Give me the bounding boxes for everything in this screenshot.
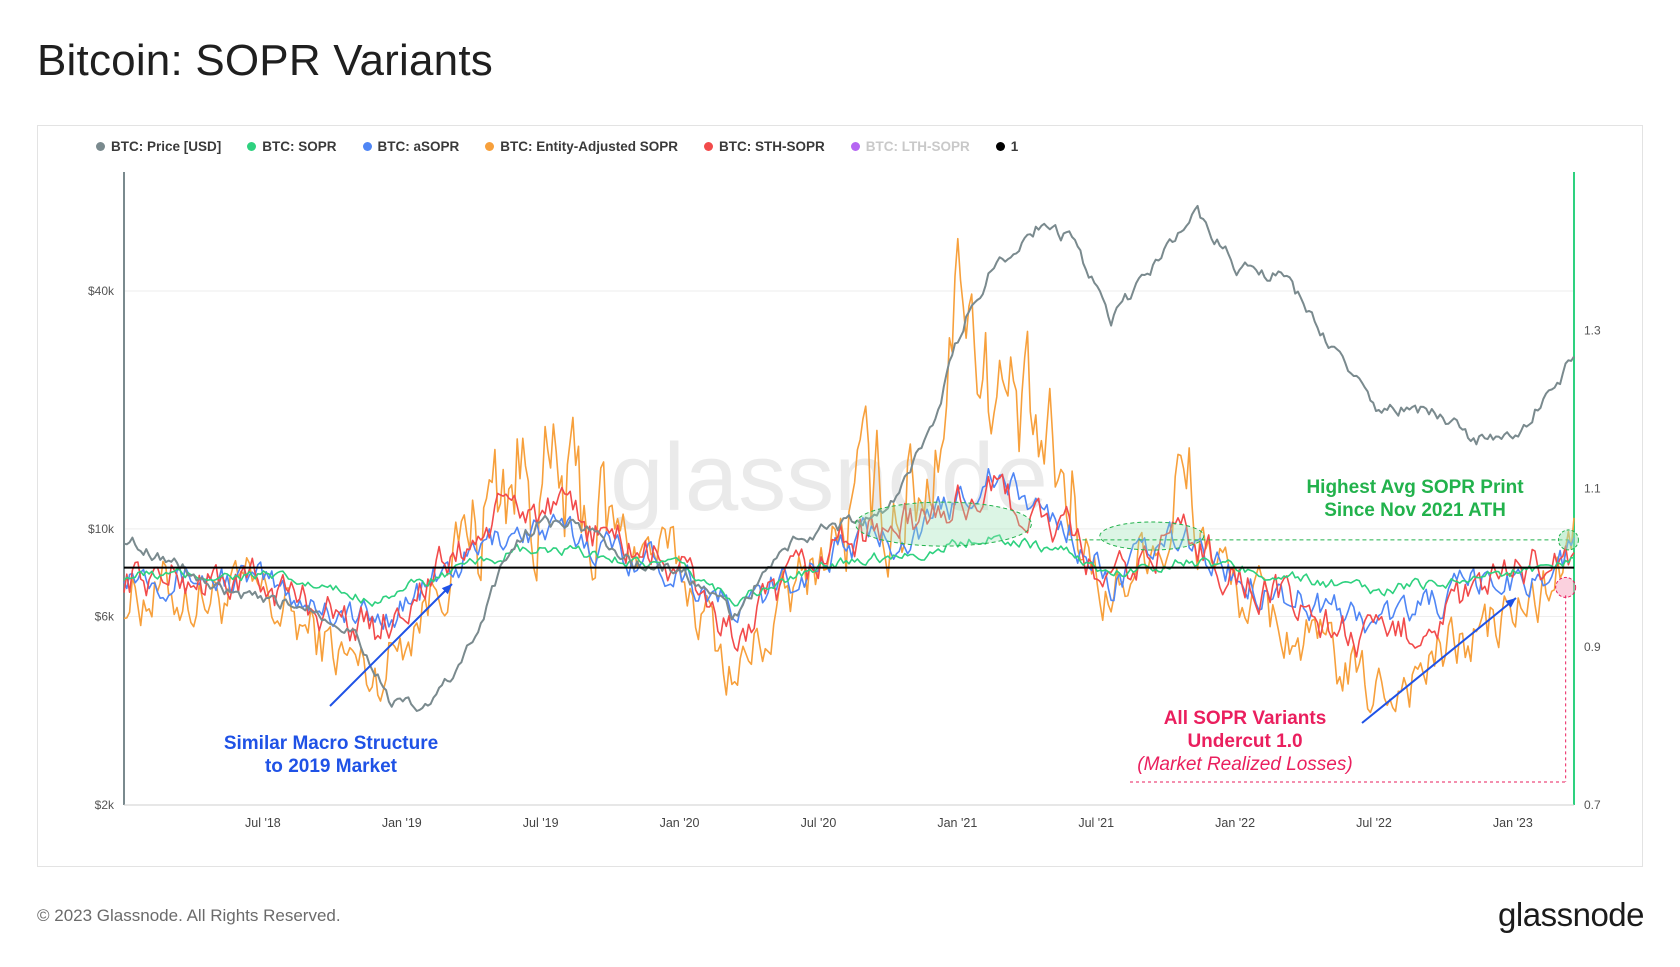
series-line-btc-price-usd- [123,204,1575,712]
x-tick-label: Jul '20 [801,816,837,830]
legend-label-entity-sopr: BTC: Entity-Adjusted SOPR [500,139,679,154]
annotation-undercut-line3: (Market Realized Losses) [1137,754,1353,775]
footer-brand-logo[interactable]: glassnode [1498,896,1644,933]
arrow-undercut-line [1361,597,1517,724]
x-tick-label: Jul '18 [245,816,281,830]
footer-copyright: © 2023 Glassnode. All Rights Reserved. [37,906,341,925]
legend-label-lth-sopr: BTC: LTH-SOPR [865,139,970,154]
y-right-tick-label: 1.3 [1584,323,1601,337]
legend-label-price: BTC: Price [USD] [111,139,222,154]
legend-item-entity-sopr[interactable]: BTC: Entity-Adjusted SOPR [485,139,678,154]
legend-dot-one [995,142,1005,151]
highlight-ellipse [1099,521,1205,551]
legend-item-one[interactable]: 1 [995,139,1019,154]
x-tick-label: Jan '19 [382,816,422,830]
annotation-macro-line2: to 2019 Market [264,756,397,777]
y-right-tick-label: 0.7 [1584,798,1601,812]
chart-legend: BTC: Price [USD] BTC: SOPR BTC: aSOPR BT… [96,139,1018,154]
legend-label-one: 1 [1010,139,1019,154]
x-tick-label: Jan '20 [660,816,700,830]
y-right-tick-label: 0.9 [1584,640,1601,654]
y-left-tick-label: $6k [95,609,115,623]
series-line-btc-entity-adjusted-sopr [123,237,1575,714]
annotation-highest-line1: Highest Avg SOPR Print [1306,477,1524,498]
highlight-circle [1557,529,1579,551]
y-right-tick-label: 1.1 [1584,482,1601,496]
legend-label-asopr: BTC: aSOPR [377,139,460,154]
series-line-btc-sth-sopr [123,473,1575,658]
legend-dot-price [96,142,105,151]
legend-item-sopr[interactable]: BTC: SOPR [247,139,337,154]
legend-item-asopr[interactable]: BTC: aSOPR [362,139,460,154]
legend-label-sopr: BTC: SOPR [262,139,337,154]
legend-dot-asopr [362,142,372,151]
annotation-highest-line2: Since Nov 2021 ATH [1324,500,1506,521]
annotation-undercut: All SOPR Variants Undercut 1.0 (Market R… [1110,707,1380,776]
annotation-macro-line1: Similar Macro Structure [223,733,439,754]
watermark-text: glassnode [610,424,1048,531]
x-tick-label: Jan '21 [937,816,977,830]
y-left-tick-label: $40k [88,284,115,298]
legend-dot-sopr [247,142,257,151]
chart-frame [37,125,1643,867]
arrow-macro-line [329,583,453,707]
x-tick-label: Jul '22 [1356,816,1392,830]
annotation-undercut-line2: Undercut 1.0 [1187,731,1303,752]
arrow-undercut-head [1505,598,1516,608]
y-left-tick-label: $10k [88,522,115,536]
undercut-circle [1555,576,1577,598]
x-tick-label: Jan '23 [1493,816,1533,830]
legend-item-price[interactable]: BTC: Price [USD] [96,139,221,154]
legend-dot-sth-sopr [704,142,714,151]
page-title: Bitcoin: SOPR Variants [37,36,493,85]
annotation-undercut-line1: All SOPR Variants [1163,708,1327,729]
legend-dot-entity-sopr [485,142,495,151]
legend-label-sth-sopr: BTC: STH-SOPR [719,139,825,154]
y-left-tick-label: $2k [95,798,115,812]
annotation-highest-sopr: Highest Avg SOPR Print Since Nov 2021 AT… [1285,476,1545,522]
annotation-macro-structure: Similar Macro Structure to 2019 Market [196,732,466,778]
legend-item-lth-sopr[interactable]: BTC: LTH-SOPR [850,139,970,154]
legend-item-sth-sopr[interactable]: BTC: STH-SOPR [704,139,825,154]
x-tick-label: Jan '22 [1215,816,1255,830]
highlight-ellipse [854,501,1032,547]
series-line-btc-sopr [123,534,1575,607]
x-tick-label: Jul '21 [1078,816,1114,830]
x-tick-label: Jul '19 [523,816,559,830]
legend-dot-lth-sopr [850,142,860,151]
arrow-macro-head [441,584,452,595]
series-line-btc-asopr [123,467,1575,634]
